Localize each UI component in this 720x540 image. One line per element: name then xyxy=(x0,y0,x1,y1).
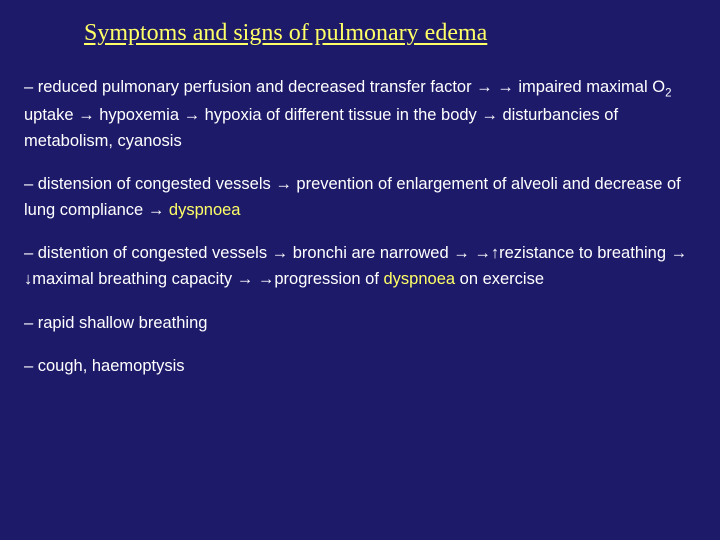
bullet-1-text-b: uptake → hypoxemia → hypoxia of differen… xyxy=(24,106,618,150)
bullet-3: – distention of congested vessels → bron… xyxy=(24,241,696,292)
subscript-2: 2 xyxy=(665,87,671,99)
bullet-2-text: – distension of congested vessels → prev… xyxy=(24,175,681,219)
bullet-5: – cough, haemoptysis xyxy=(24,354,696,380)
bullet-1: – reduced pulmonary perfusion and decrea… xyxy=(24,75,696,154)
slide-title: Symptoms and signs of pulmonary edema xyxy=(24,20,696,47)
bullet-3-text-b: on exercise xyxy=(455,270,544,288)
bullet-4: – rapid shallow breathing xyxy=(24,311,696,337)
bullet-2-highlight: dyspnoea xyxy=(169,201,241,219)
bullet-1-text-a: – reduced pulmonary perfusion and decrea… xyxy=(24,78,665,96)
bullet-3-highlight: dyspnoea xyxy=(384,270,456,288)
bullet-3-text-a: – distention of congested vessels → bron… xyxy=(24,244,687,288)
bullet-2: – distension of congested vessels → prev… xyxy=(24,172,696,223)
